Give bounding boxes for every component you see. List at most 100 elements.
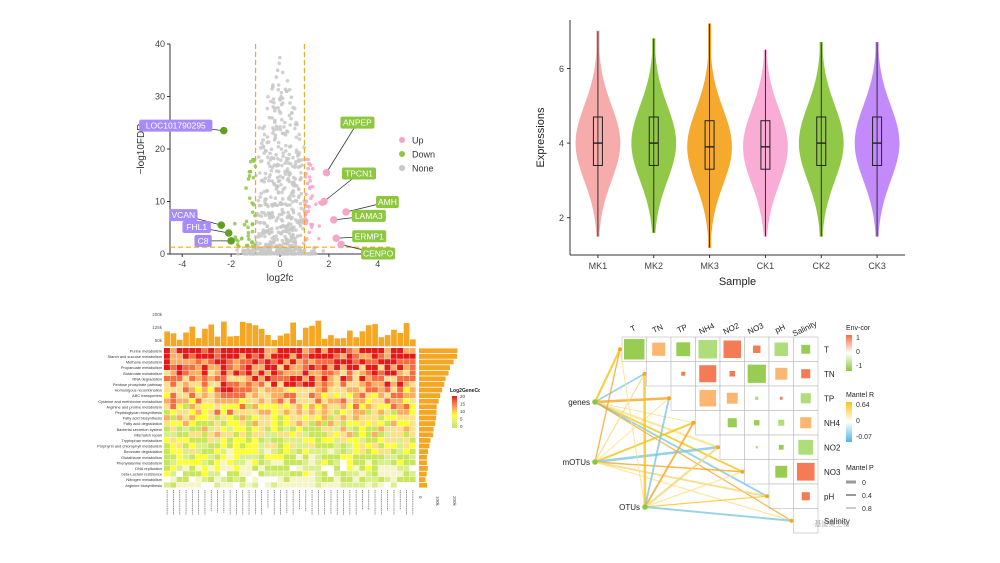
heatmap-cell [170,415,177,421]
heatmap-cell [327,437,334,443]
point-none [283,234,287,239]
heatmap-cell [378,482,385,488]
heatmap-cell [176,364,183,370]
point-none [270,116,274,120]
gene-label: TPCN1 [345,169,373,179]
box [816,116,827,166]
heatmap-cell [315,370,322,376]
heatmap-cell [321,348,328,354]
heatmap-cell [189,359,196,365]
point-down [247,196,252,200]
point-none [297,151,301,155]
top-bar [170,333,177,346]
heatmap-cell [340,448,347,454]
top-bar [384,335,391,346]
mantel-edge [594,401,743,473]
point-none [297,212,301,216]
point-none [267,213,271,218]
point-none [265,229,269,233]
box [760,120,771,170]
heatmap-cell [264,376,271,382]
heatmap-cell [164,404,170,410]
point-none [281,175,285,180]
heatmap-cell [340,348,347,354]
heatmap-cell [334,404,340,410]
heatmap-cell [195,364,202,370]
right-bar [419,460,427,466]
heatmap-cell [390,420,397,426]
heatmap-cell [195,465,202,471]
mantel-edge [594,401,768,498]
heatmap-cell [233,437,240,443]
heatmap-cell [290,392,296,398]
heatmap-cell [353,359,359,365]
heatmap-cell [208,387,214,393]
point-none [279,252,284,256]
point-none [283,161,287,166]
heatmap-cell [201,471,208,477]
heatmap-cell [384,364,391,370]
heatmap-cell [252,460,259,466]
heatmap-cell [315,426,322,432]
point-none [278,127,283,132]
heatmap-cell [403,348,410,354]
envcor-tick: 1 [856,335,860,342]
heatmap-cell [239,454,246,460]
heatmap-cell [208,409,214,415]
heatmap-cell [359,415,366,421]
heatmap-cell [170,460,177,466]
heatmap-cell [308,471,315,477]
heatmap-cell [252,359,259,365]
legend-swatch [399,137,405,143]
heatmap-cell [359,432,366,438]
heatmap-cell [327,370,334,376]
point-none [279,232,284,236]
heatmap-cell [340,482,347,488]
heatmap-cell [409,409,416,415]
heatmap-cell [271,392,277,398]
heatmap-cell [283,387,290,393]
x-tick-label: 4 [375,259,380,269]
top-bar [328,335,334,346]
heatmap-cell [353,409,359,415]
heatmap-cell [315,448,322,454]
heatmap-cell [384,460,391,466]
heatmap-cell [164,370,170,376]
legend-tick: 20 [460,394,466,399]
correlation-square [652,342,666,356]
heatmap-cell [409,376,416,382]
point-down [250,201,254,205]
point-none [265,202,269,207]
heatmap-cell [321,426,328,432]
heatmap-cell [283,476,290,482]
point-up [308,179,312,183]
heatmap-cell [290,482,296,488]
heatmap-cell [397,409,403,415]
heatmap-cell [182,415,189,421]
heatmap-cell [290,437,296,443]
heatmap-cell [327,432,334,438]
heatmap-cell [302,364,309,370]
point-none [313,252,318,256]
heatmap-cell [182,471,189,477]
heatmap-cell [353,443,359,449]
heatmap-cell [340,443,347,449]
heatmap-cell [359,387,366,393]
heatmap-cell [258,387,265,393]
heatmap-cell [208,426,214,432]
heatmap-cell [397,353,403,359]
heatmap-cell [321,398,328,404]
heatmap-cell [296,476,303,482]
heatmap-cell [353,437,359,443]
mantel-edge [644,506,792,522]
heatmap-cell [220,482,227,488]
heatmap-cell [321,387,328,393]
heatmap-cell [182,353,189,359]
heatmap-cell [214,476,221,482]
point-up [305,181,310,186]
heatmap-cell [397,415,403,421]
heatmap-cell [214,465,221,471]
top-bar [214,336,221,346]
point-none [297,218,302,223]
heatmap-cell [271,398,277,404]
